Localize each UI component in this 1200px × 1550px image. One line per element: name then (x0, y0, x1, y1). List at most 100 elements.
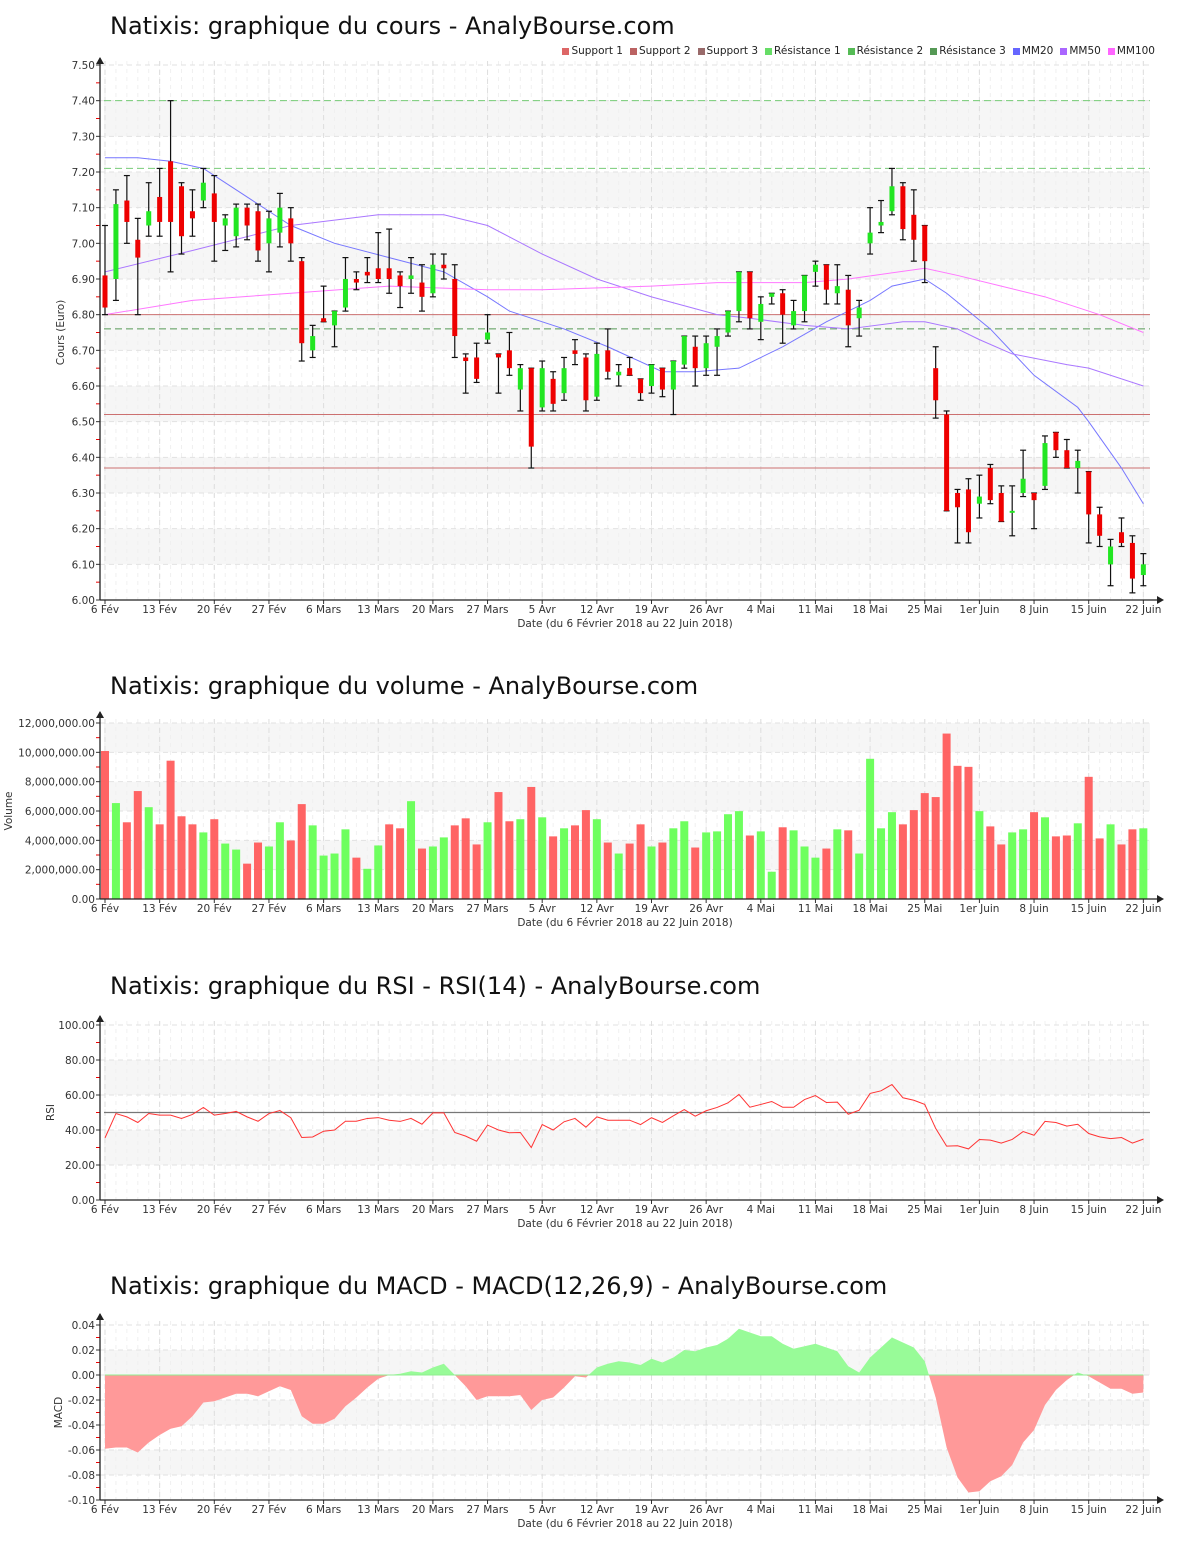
candle-down (134, 217, 141, 316)
candle-up (856, 299, 863, 337)
volume-bar (341, 829, 350, 899)
volume-bar (101, 751, 109, 899)
candle-down (353, 271, 360, 291)
volume-bar (975, 811, 984, 899)
candle-down (211, 174, 218, 262)
candle-up (681, 335, 688, 369)
x-tick-label: 1er Juin (959, 1204, 999, 1216)
volume-bar (144, 807, 153, 899)
x-tick-label: 1er Juin (959, 1504, 999, 1516)
grid-band (104, 723, 1150, 753)
y-tick-label: 0.02 (72, 1345, 95, 1357)
candle-body (321, 318, 327, 322)
candle-body (692, 346, 698, 369)
grid-band (104, 781, 1150, 811)
grid-band (104, 100, 1150, 137)
candle-body (802, 275, 808, 312)
candle-body (911, 214, 917, 240)
legend-item: Support 1 (562, 45, 623, 57)
y-tick-label: 10,000,000.00 (18, 747, 95, 759)
candle-body (944, 414, 950, 511)
volume-bar (232, 849, 241, 899)
legend-swatch (765, 47, 773, 55)
candle-down (604, 328, 611, 380)
candle-up (1020, 449, 1027, 498)
candle-body (900, 186, 906, 230)
candle-body (299, 261, 305, 344)
candle-body (1064, 450, 1070, 469)
candle-body (856, 307, 862, 319)
x-tick-label: 12 Avr (580, 604, 614, 616)
candle-down (375, 232, 382, 284)
x-tick-label: 13 Mars (357, 1204, 399, 1216)
chart-title: Natixis: graphique du MACD - MACD(12,26,… (110, 1272, 887, 1300)
x-tick-label: 6 Mars (306, 903, 341, 915)
candle-down (178, 182, 185, 255)
candle-body (1086, 471, 1092, 515)
y-tick-label: 7.30 (72, 131, 95, 143)
candle-down (943, 410, 950, 512)
candle-down (921, 224, 928, 284)
candle-body (255, 211, 261, 251)
volume-bar (363, 868, 372, 899)
candle-down (779, 289, 786, 344)
candle-body (987, 468, 993, 501)
grid-band (104, 386, 1150, 422)
candle-body (189, 211, 195, 219)
volume-bar (133, 791, 142, 899)
volume-bar (1073, 823, 1082, 899)
candle-down (582, 353, 589, 412)
candle-down (1052, 431, 1059, 458)
y-axis-arrow (96, 1015, 104, 1022)
x-tick-label: 27 Mars (467, 604, 509, 616)
volume-bar (833, 829, 842, 899)
volume-bar (385, 824, 394, 899)
legend-label: Support 1 (571, 45, 623, 57)
candle-up (801, 274, 808, 323)
candle-body (703, 343, 709, 369)
candle-body (758, 303, 764, 322)
candle-up (331, 310, 338, 348)
legend-item: MM50 (1060, 45, 1101, 57)
candle-up (265, 210, 272, 273)
candle-body (823, 264, 829, 290)
candle-down (386, 228, 393, 294)
candle-body (736, 271, 742, 312)
candle-body (539, 368, 545, 408)
candle-up (867, 207, 874, 255)
volume-bar (855, 853, 864, 899)
legend-swatch (1060, 47, 1068, 55)
chart-panel-candlestick: Natixis: graphique du cours - AnalyBours… (55, 12, 1164, 630)
y-tick-label: 0.00 (72, 1195, 95, 1207)
x-tick-label: 26 Avr (689, 604, 723, 616)
volume-bar (1019, 829, 1028, 899)
legend-label: Résistance 3 (939, 45, 1006, 57)
volume-bar (122, 822, 131, 899)
volume-bar (396, 828, 405, 899)
volume-bar (724, 814, 733, 899)
rsi-line (104, 1083, 1144, 1150)
x-tick-label: 8 Juin (1019, 604, 1048, 616)
grid-band (104, 457, 1150, 493)
legend-item: Résistance 1 (765, 45, 841, 57)
candle-up (648, 364, 655, 394)
candle-body (288, 218, 294, 244)
candle-up (233, 203, 240, 248)
legend-swatch (629, 47, 637, 55)
legend-item: Résistance 3 (930, 45, 1006, 57)
y-tick-label: 6.30 (72, 488, 95, 500)
x-tick-label: 5 Avr (529, 604, 557, 616)
candle-body (1140, 564, 1146, 576)
candle-body (244, 207, 250, 226)
volume-bar (986, 826, 995, 899)
x-tick-label: 20 Fév (197, 1204, 232, 1216)
y-tick-label: 7.00 (72, 238, 95, 250)
volume-bar (286, 840, 295, 899)
candle-body (517, 368, 523, 390)
grid-band (104, 243, 1150, 279)
y-axis-title: RSI (45, 1104, 57, 1121)
y-tick-label: 6.20 (72, 524, 95, 536)
volume-bar (527, 786, 536, 899)
y-axis-title: Volume (3, 791, 15, 830)
y-tick-label: 6.90 (72, 274, 95, 286)
